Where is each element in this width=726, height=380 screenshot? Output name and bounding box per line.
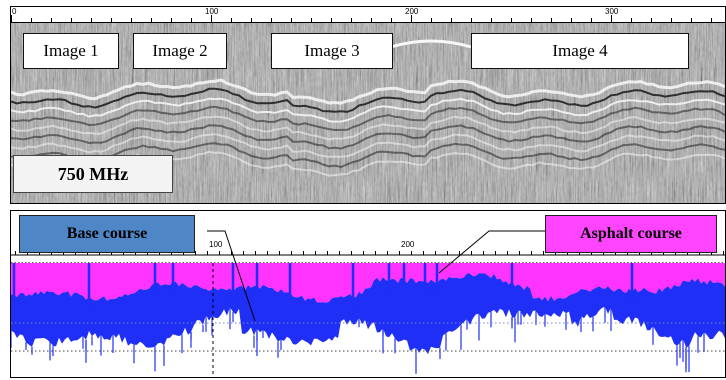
ruler-tick-label: 200	[405, 7, 419, 16]
image-2-label: Image 2	[133, 33, 227, 69]
image-4-label: Image 4	[471, 33, 689, 69]
axis-tick-label: 100	[209, 240, 223, 249]
layer-profile-chart: 100 200	[11, 230, 725, 377]
distance-ruler	[11, 7, 725, 23]
frequency-label: 750 MHz	[13, 155, 173, 193]
asphalt-course-label: Asphalt course	[545, 215, 717, 253]
radargram-panel: 0 100 200 300 Image 1 Image 2 Image 3 Image…	[10, 6, 726, 204]
ruler-tick-label: 100	[205, 7, 219, 16]
base-callout-line	[207, 230, 256, 322]
ruler-tick-label: 0	[12, 7, 17, 16]
asphalt-callout-line	[438, 230, 545, 274]
reflection-bands	[11, 39, 725, 177]
image-3-label: Image 3	[271, 33, 393, 69]
ruler-ticks: 0 100 200 300	[11, 7, 712, 22]
layer-profile-panel: 100 200 Base course Asphalt course	[10, 210, 726, 378]
axis-ticks: 100 200	[15, 240, 724, 255]
image-1-label: Image 1	[23, 33, 119, 69]
asphalt-course-layer	[11, 263, 725, 303]
base-spikes	[11, 263, 705, 374]
base-course-layer	[11, 273, 725, 355]
base-course-label: Base course	[19, 215, 195, 253]
ruler-tick-label: 300	[605, 7, 619, 16]
axis-tick-label: 200	[401, 240, 415, 249]
